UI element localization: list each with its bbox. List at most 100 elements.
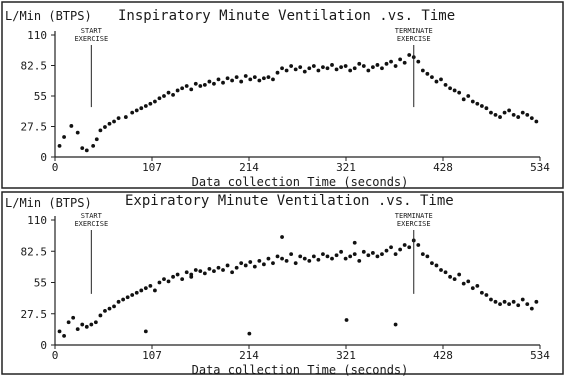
data-point xyxy=(280,66,284,70)
x-tick-label: 107 xyxy=(142,349,162,362)
x-axis-label: Data collection Time (seconds) xyxy=(192,175,409,189)
annotation-layer: START EXERCISE TERMINATE EXERCISE xyxy=(74,27,432,107)
data-point xyxy=(385,249,389,253)
data-point xyxy=(158,281,162,285)
data-point xyxy=(276,254,280,258)
data-point xyxy=(475,284,479,288)
y-tick-label: 110 xyxy=(27,214,47,227)
x-tick-label: 321 xyxy=(336,349,356,362)
y-tick-label: 82.5 xyxy=(21,60,48,73)
data-point xyxy=(257,79,261,83)
data-point xyxy=(262,262,266,266)
data-point xyxy=(69,124,73,128)
data-point xyxy=(144,329,148,333)
data-point xyxy=(80,146,84,150)
data-point xyxy=(153,289,157,293)
x-tick-label: 107 xyxy=(142,161,162,174)
data-point xyxy=(394,323,398,327)
data-point xyxy=(103,309,107,313)
data-point xyxy=(385,62,389,66)
data-point xyxy=(530,116,534,120)
data-point xyxy=(425,254,429,258)
start-exercise-label: START EXERCISE xyxy=(74,212,108,228)
data-point xyxy=(453,277,457,281)
data-point xyxy=(267,257,271,261)
data-point xyxy=(321,252,325,256)
data-point xyxy=(344,257,348,261)
data-point xyxy=(135,109,139,113)
data-point xyxy=(380,66,384,70)
data-point xyxy=(112,120,116,124)
data-point xyxy=(230,270,234,274)
x-tick-label: 214 xyxy=(239,349,259,362)
data-point xyxy=(457,273,461,277)
data-point xyxy=(480,291,484,295)
data-point xyxy=(416,243,420,247)
data-point xyxy=(171,93,175,97)
data-point xyxy=(117,116,121,120)
data-point xyxy=(516,303,520,307)
data-point xyxy=(494,113,498,117)
data-point xyxy=(244,74,248,78)
data-point xyxy=(103,125,107,129)
x-tick-label: 428 xyxy=(433,349,453,362)
x-tick-label: 321 xyxy=(336,161,356,174)
x-tick-label: 0 xyxy=(52,349,59,362)
data-point xyxy=(303,70,307,74)
data-point xyxy=(194,82,198,86)
data-point xyxy=(221,81,225,85)
y-tick-label: 0 xyxy=(40,151,47,164)
data-point xyxy=(226,76,230,80)
y-tick-label: 82.5 xyxy=(21,245,48,258)
data-point xyxy=(344,64,348,68)
data-point xyxy=(503,111,507,115)
data-point xyxy=(180,86,184,90)
data-point xyxy=(198,84,202,88)
data-point xyxy=(516,115,520,119)
data-point xyxy=(485,293,489,297)
data-point xyxy=(108,307,112,311)
start-exercise-label: START EXERCISE xyxy=(74,27,108,43)
data-point xyxy=(407,53,411,57)
data-point xyxy=(371,65,375,69)
data-point xyxy=(167,91,171,95)
data-point xyxy=(144,104,148,108)
data-point xyxy=(353,66,357,70)
data-point xyxy=(357,259,361,263)
data-point xyxy=(280,257,284,261)
data-point xyxy=(316,69,320,73)
data-point xyxy=(444,270,448,274)
data-point xyxy=(248,260,252,264)
data-point xyxy=(507,302,511,306)
data-point xyxy=(262,76,266,80)
y-axis-label: L/Min (BTPS) xyxy=(5,9,92,23)
data-point xyxy=(298,254,302,258)
x-tick-label: 534 xyxy=(530,349,550,362)
data-point xyxy=(257,259,261,263)
data-point xyxy=(239,80,243,84)
data-point xyxy=(485,106,489,110)
data-point xyxy=(247,332,251,336)
data-point xyxy=(203,272,207,276)
data-point xyxy=(112,304,116,308)
data-point xyxy=(130,111,134,115)
data-point xyxy=(345,318,349,322)
data-point xyxy=(489,111,493,115)
data-point xyxy=(435,80,439,84)
data-point xyxy=(421,69,425,73)
data-point xyxy=(267,75,271,79)
data-point xyxy=(439,77,443,81)
inspiratory-panel: L/Min (BTPS) Inspiratory Minute Ventilat… xyxy=(2,2,563,189)
data-point xyxy=(148,102,152,106)
data-point xyxy=(403,243,407,247)
data-point xyxy=(307,66,311,70)
data-point xyxy=(67,320,71,324)
data-point xyxy=(298,65,302,69)
data-point xyxy=(462,282,466,286)
data-point xyxy=(162,277,166,281)
expiratory-panel: L/Min (BTPS) Expiratory Minute Ventilati… xyxy=(2,192,563,377)
data-point xyxy=(498,115,502,119)
data-point xyxy=(339,250,343,254)
data-point xyxy=(124,115,128,119)
